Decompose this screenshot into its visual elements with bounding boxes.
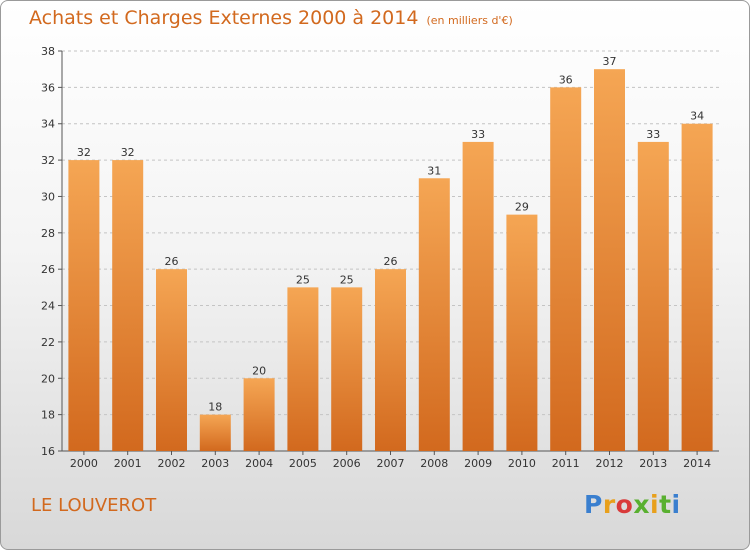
bar xyxy=(199,414,231,451)
x-tick-label: 2000 xyxy=(70,457,98,470)
y-tick-label: 32 xyxy=(41,154,55,167)
y-tick-label: 18 xyxy=(41,409,55,422)
y-tick-label: 36 xyxy=(41,81,55,94)
bar-value-label: 33 xyxy=(471,128,485,141)
proxiti-logo: Proxiti xyxy=(584,490,681,519)
y-tick-label: 24 xyxy=(41,300,55,313)
x-tick-label: 2001 xyxy=(114,457,142,470)
bar-value-label: 29 xyxy=(515,201,529,214)
bar xyxy=(68,160,100,451)
bar-value-label: 25 xyxy=(340,273,354,286)
brand-letter: o xyxy=(615,490,634,519)
x-tick-label: 2005 xyxy=(289,457,317,470)
bar xyxy=(506,214,538,451)
bar xyxy=(287,287,319,451)
brand-letter: i xyxy=(671,490,681,519)
chart-title-text: Achats et Charges Externes 2000 à 2014 xyxy=(29,7,419,29)
bar-value-label: 32 xyxy=(121,146,135,159)
x-tick-label: 2014 xyxy=(683,457,711,470)
y-tick-label: 38 xyxy=(41,45,55,58)
bar xyxy=(243,378,275,451)
bar xyxy=(462,141,494,451)
bar-value-label: 25 xyxy=(296,273,310,286)
x-tick-label: 2013 xyxy=(639,457,667,470)
y-tick-label: 34 xyxy=(41,118,55,131)
commune-name: LE LOUVEROT xyxy=(31,495,157,516)
chart-subtitle: (en milliers d'€) xyxy=(426,14,513,27)
bar xyxy=(418,178,450,452)
y-tick-label: 30 xyxy=(41,190,55,203)
y-tick-label: 26 xyxy=(41,263,55,276)
bar-value-label: 31 xyxy=(427,164,441,177)
bar-value-label: 20 xyxy=(252,364,266,377)
x-tick-label: 2006 xyxy=(333,457,361,470)
bar xyxy=(375,269,406,451)
bar-value-label: 32 xyxy=(77,146,91,159)
x-tick-label: 2010 xyxy=(508,457,536,470)
bar-value-label: 33 xyxy=(646,128,660,141)
brand-letter: r xyxy=(602,490,616,519)
bar-value-label: 36 xyxy=(559,73,573,86)
bar xyxy=(112,160,144,451)
x-tick-label: 2008 xyxy=(420,457,448,470)
x-tick-label: 2003 xyxy=(201,457,229,470)
brand-letter: i xyxy=(650,490,660,519)
bar xyxy=(681,123,713,452)
x-tick-label: 2002 xyxy=(158,457,186,470)
chart-title: Achats et Charges Externes 2000 à 2014 (e… xyxy=(29,7,513,29)
x-tick-label: 2011 xyxy=(552,457,580,470)
bar-value-label: 37 xyxy=(603,55,617,68)
bar-value-label: 34 xyxy=(690,110,704,123)
y-tick-label: 28 xyxy=(41,227,55,240)
y-tick-label: 20 xyxy=(41,372,55,385)
bars xyxy=(68,69,713,452)
x-tick-label: 2009 xyxy=(464,457,492,470)
bar xyxy=(550,87,582,451)
bar xyxy=(594,69,625,451)
x-tick-label: 2004 xyxy=(245,457,273,470)
x-tick-label: 2007 xyxy=(377,457,405,470)
bar-value-label: 26 xyxy=(384,255,398,268)
labels: 16 18 20 22 24 26 28 30 32 34 36 38 32 2000 32 2001 26 20… xyxy=(41,45,711,470)
y-tick-label: 16 xyxy=(41,445,55,458)
x-tick-label: 2012 xyxy=(596,457,624,470)
bar xyxy=(156,269,187,451)
brand-letter: x xyxy=(633,490,650,519)
bar xyxy=(637,141,669,451)
brand-letter: t xyxy=(659,490,672,519)
bar-value-label: 18 xyxy=(208,401,222,414)
y-tick-label: 22 xyxy=(41,336,55,349)
brand-letter: P xyxy=(584,490,603,519)
bar-value-label: 26 xyxy=(165,255,179,268)
bar xyxy=(331,287,363,451)
